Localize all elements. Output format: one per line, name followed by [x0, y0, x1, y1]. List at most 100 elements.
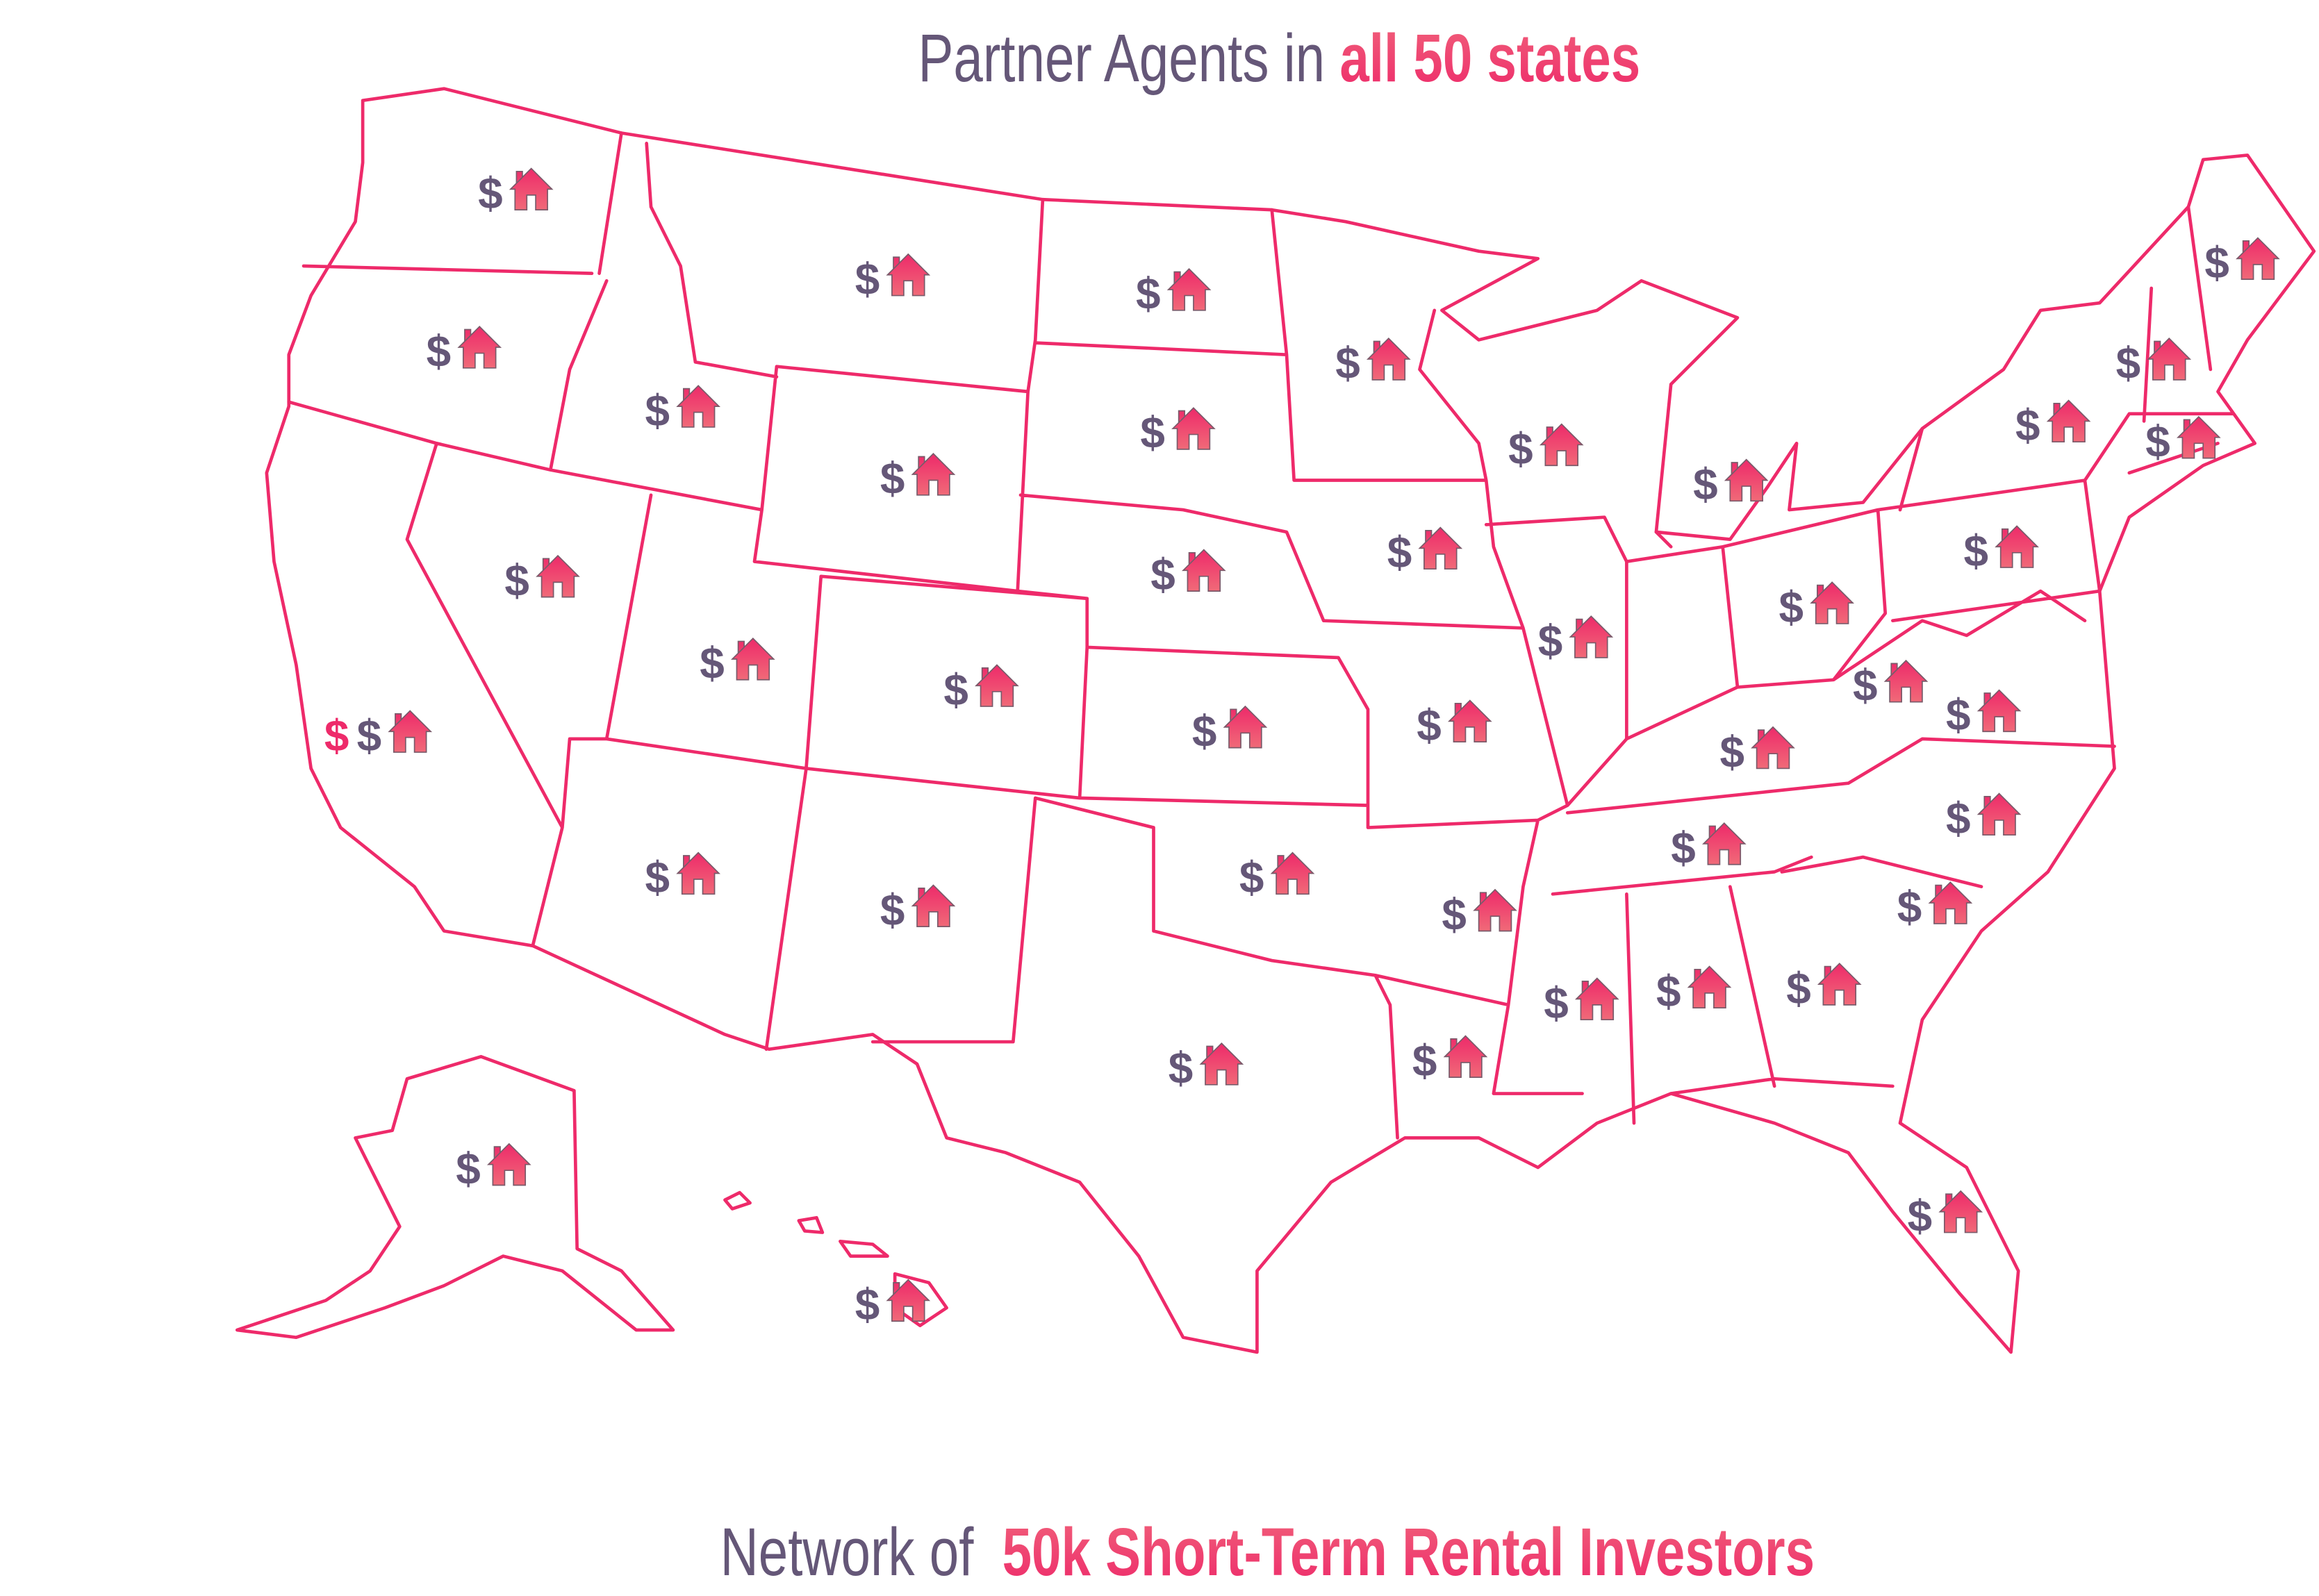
dollar-icon: $ — [456, 1143, 481, 1193]
house-icon — [911, 884, 956, 927]
dollar-icon: $ — [2204, 238, 2229, 288]
dollar-icon: $ — [1136, 269, 1161, 319]
state-marker: $ — [1538, 615, 1614, 666]
state-marker: $ — [1946, 792, 2022, 843]
state-marker: $ — [1192, 705, 1268, 756]
dollar-icon: $ — [1946, 690, 1971, 740]
dollar-icon: $ — [880, 454, 905, 504]
dollar-icon: $ — [2145, 416, 2170, 466]
house-icon — [1976, 792, 2022, 836]
state-marker: $ — [1693, 458, 1769, 509]
house-icon — [1539, 423, 1584, 467]
footer-text: Network of 50k Short-Term Rental Investo… — [720, 1514, 1815, 1590]
dollar-icon: $ — [855, 1279, 880, 1329]
dollar-icon: $ — [1908, 1190, 1933, 1240]
footer-prefix: Network of — [720, 1514, 989, 1590]
house-icon — [2147, 338, 2192, 381]
house-icon — [1166, 268, 1212, 311]
house-icon — [1938, 1190, 1983, 1233]
state-marker: $ — [1897, 881, 1973, 932]
house-icon — [1473, 888, 1517, 932]
dollar-icon: $ — [1442, 889, 1467, 939]
house-icon — [388, 710, 433, 753]
state-borders — [287, 131, 2235, 1140]
title-highlight: all 50 states — [1339, 20, 1640, 96]
dollar-icon: $ — [1544, 978, 1569, 1028]
state-marker: $ — [1656, 965, 1732, 1016]
state-marker: $ — [2015, 399, 2091, 450]
state-marker: $ — [880, 453, 956, 504]
house-icon — [886, 253, 931, 297]
state-marker: $ — [1786, 963, 1862, 1013]
dollar-icon: $ — [1150, 549, 1175, 599]
state-marker: $ — [1508, 423, 1584, 474]
house-icon — [676, 851, 720, 895]
state-marker: $ — [1544, 977, 1619, 1028]
state-marker: $ — [943, 664, 1019, 715]
dollar-icon: $ — [1140, 408, 1165, 458]
state-marker: $ — [2116, 338, 2192, 388]
state-marker: $ — [855, 1279, 931, 1329]
state-marker: $ — [1779, 581, 1854, 632]
house-icon — [1751, 726, 1795, 770]
state-marker: $ — [1908, 1190, 1983, 1240]
dollar-icon: $ — [1508, 424, 1533, 474]
house-icon — [1995, 525, 2039, 568]
dollar-icon: $ — [1964, 526, 1989, 576]
dollar-icon: $ — [1538, 616, 1563, 666]
dollar-icon: $ — [1417, 700, 1442, 750]
house-icon — [486, 1142, 531, 1186]
house-icon — [676, 385, 720, 428]
state-marker: $ — [2145, 415, 2221, 466]
state-marker: $ — [645, 851, 720, 902]
dollar-icon: $ — [943, 665, 968, 715]
state-marker: $ — [700, 637, 775, 688]
house-icon — [1883, 659, 1929, 703]
house-icon — [886, 1279, 931, 1322]
state-marker: $ — [478, 167, 554, 218]
state-marker: $ — [645, 385, 720, 435]
dollar-icon: $ — [2015, 400, 2040, 450]
us-outline — [265, 87, 2316, 1354]
house-icon — [1976, 689, 2022, 733]
dollar-icon: $ — [1853, 660, 1878, 710]
state-marker: $ — [2204, 237, 2280, 288]
dollar-icon: $ — [1779, 582, 1804, 632]
dollar-icon: $ — [1335, 338, 1360, 388]
dollar-icon: $ — [645, 852, 670, 902]
dollar-icon: $ — [478, 168, 503, 218]
footer-highlight: 50k Short-Term Rental Investors — [1002, 1514, 1815, 1590]
house-icon — [509, 167, 554, 210]
dollar-icon: $ — [700, 638, 725, 688]
house-icon — [1181, 549, 1226, 592]
state-marker: $ — [1335, 338, 1411, 388]
house-icon — [1199, 1042, 1244, 1086]
house-icon — [1701, 822, 1747, 865]
house-icon — [1569, 615, 1614, 658]
house-icon — [1817, 963, 1862, 1006]
house-icon — [1171, 407, 1216, 450]
state-marker: $ — [1964, 525, 2039, 576]
state-marker: $ — [1671, 822, 1747, 873]
dollar-icon: $ — [1239, 852, 1264, 902]
house-icon — [1574, 977, 1619, 1021]
dollar-icon: $ — [1169, 1043, 1194, 1093]
state-marker: $ — [1140, 407, 1216, 458]
page-title: Partner Agents in all 50 states — [918, 20, 1641, 96]
state-marker: $ — [1387, 526, 1463, 577]
dollar-icon: $ — [1192, 706, 1217, 756]
house-icon — [1270, 851, 1315, 895]
dollar-icon: $ — [427, 326, 452, 376]
house-icon — [1447, 699, 1492, 742]
state-marker: $ — [1412, 1035, 1488, 1086]
dollar-icon: $ — [2116, 338, 2141, 388]
contiguous-us — [265, 87, 2316, 1354]
state-marker: $ — [880, 884, 956, 935]
dollar-icon: $ — [855, 253, 880, 304]
dollar-icon: $ — [1946, 793, 1971, 843]
marker-layer: $ $ $ $ $ $ $ $ $ $ $ $ $ $ $ $ $ $ $ $ $ $ $ $ $ $ $ $ $ $ $ $ $ $ $ $ $ $ $ $… — [324, 167, 2280, 1329]
house-icon — [2236, 237, 2280, 281]
dollar-icon: $ — [1719, 726, 1744, 776]
house-icon — [1443, 1035, 1488, 1079]
dollar-icon: $ — [1693, 459, 1718, 509]
